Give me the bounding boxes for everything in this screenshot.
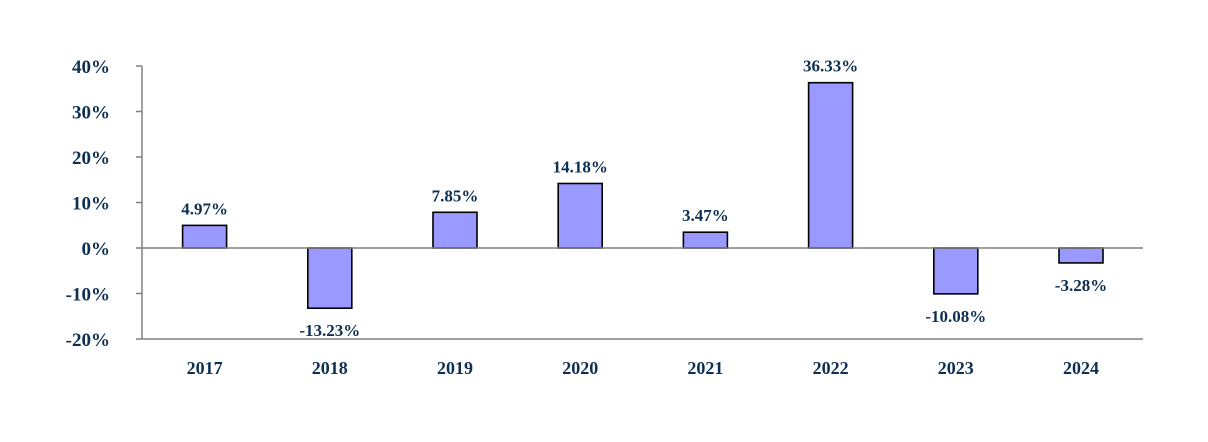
bar-2024	[1058, 247, 1104, 264]
bar-2017	[181, 224, 228, 249]
bar-2022	[807, 81, 854, 249]
bars	[181, 81, 1104, 309]
data-label-2020: 14.18%	[553, 157, 608, 176]
x-category-label-2023: 2023	[938, 358, 974, 378]
x-category-label-2017: 2017	[187, 358, 223, 378]
bar-2021	[682, 231, 729, 249]
y-tick-label: 20%	[72, 148, 110, 169]
x-category-label-2022: 2022	[813, 358, 849, 378]
bar-2018	[306, 247, 353, 309]
data-label-2024: -3.28%	[1055, 276, 1107, 295]
data-label-2019: 7.85%	[432, 186, 479, 205]
x-category-label-2018: 2018	[312, 358, 348, 378]
data-label-2023: -10.08%	[925, 307, 986, 326]
data-label-2018: -13.23%	[299, 321, 360, 340]
x-axis-labels: 2017 2018 2019 2020 2021 2022 2023 2024	[187, 358, 1099, 378]
data-label-2017: 4.97%	[181, 199, 228, 218]
x-category-label-2019: 2019	[437, 358, 473, 378]
data-label-2021: 3.47%	[682, 206, 729, 225]
y-tick-label: 10%	[72, 194, 110, 215]
bar-2023	[932, 247, 979, 295]
x-category-label-2020: 2020	[562, 358, 598, 378]
y-tick-label: -20%	[66, 330, 110, 351]
data-labels: 4.97% -13.23% 7.85% 14.18% 3.47% 36.33% -10.08…	[181, 57, 1107, 340]
bar-2019	[432, 211, 478, 249]
y-axis: 40% 30% 20% 10% 0% -10% -20%	[66, 57, 1143, 351]
y-tick-label: 30%	[72, 103, 110, 124]
bar-2020	[557, 182, 604, 249]
y-tick-label: 40%	[72, 57, 110, 78]
x-category-label-2024: 2024	[1063, 358, 1099, 378]
y-tick-label: 0%	[82, 239, 111, 260]
x-category-label-2021: 2021	[687, 358, 723, 378]
data-label-2022: 36.33%	[803, 57, 858, 76]
y-tick-label: -10%	[66, 285, 110, 306]
